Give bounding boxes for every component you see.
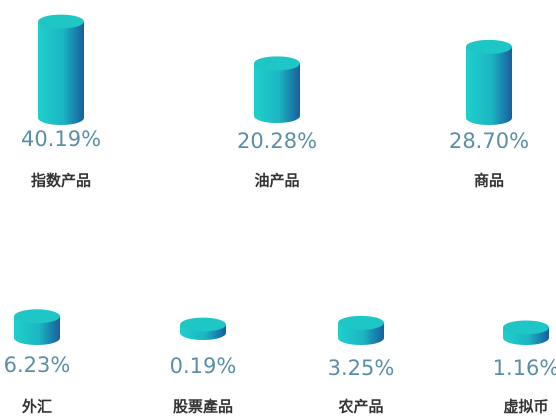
cylinder-top	[180, 317, 226, 332]
cylinder-top	[254, 56, 300, 71]
cylinder	[38, 14, 84, 125]
category-label: 虚拟币	[503, 398, 548, 416]
cylinder-body	[14, 316, 60, 345]
cylinder-top	[503, 320, 549, 335]
cylinder-body	[466, 46, 512, 125]
value-label: 20.28%	[237, 129, 317, 153]
cylinder-top	[338, 315, 384, 330]
value-label: 1.16%	[493, 356, 556, 380]
category-label: 商品	[474, 172, 504, 190]
category-label: 指数产品	[31, 172, 91, 190]
cylinder	[14, 309, 60, 345]
cylinder	[466, 39, 512, 125]
value-label: 0.19%	[170, 354, 237, 378]
cylinder	[338, 315, 384, 345]
category-label: 股票產品	[173, 398, 233, 416]
cylinder-top	[466, 39, 512, 54]
cylinder-body	[254, 63, 300, 123]
value-label: 40.19%	[21, 127, 101, 151]
value-label: 6.23%	[4, 353, 71, 377]
value-label: 28.70%	[449, 129, 529, 153]
category-label: 农产品	[337, 398, 383, 416]
category-label: 外汇	[21, 398, 52, 416]
value-label: 3.25%	[328, 356, 395, 380]
cylinder-top	[14, 309, 60, 324]
cylinder-top	[38, 14, 84, 29]
cylinder	[180, 317, 226, 340]
cylinder	[503, 320, 549, 345]
category-label: 油产品	[254, 172, 299, 190]
cylinder-body	[38, 21, 84, 125]
cylinder	[254, 56, 300, 123]
